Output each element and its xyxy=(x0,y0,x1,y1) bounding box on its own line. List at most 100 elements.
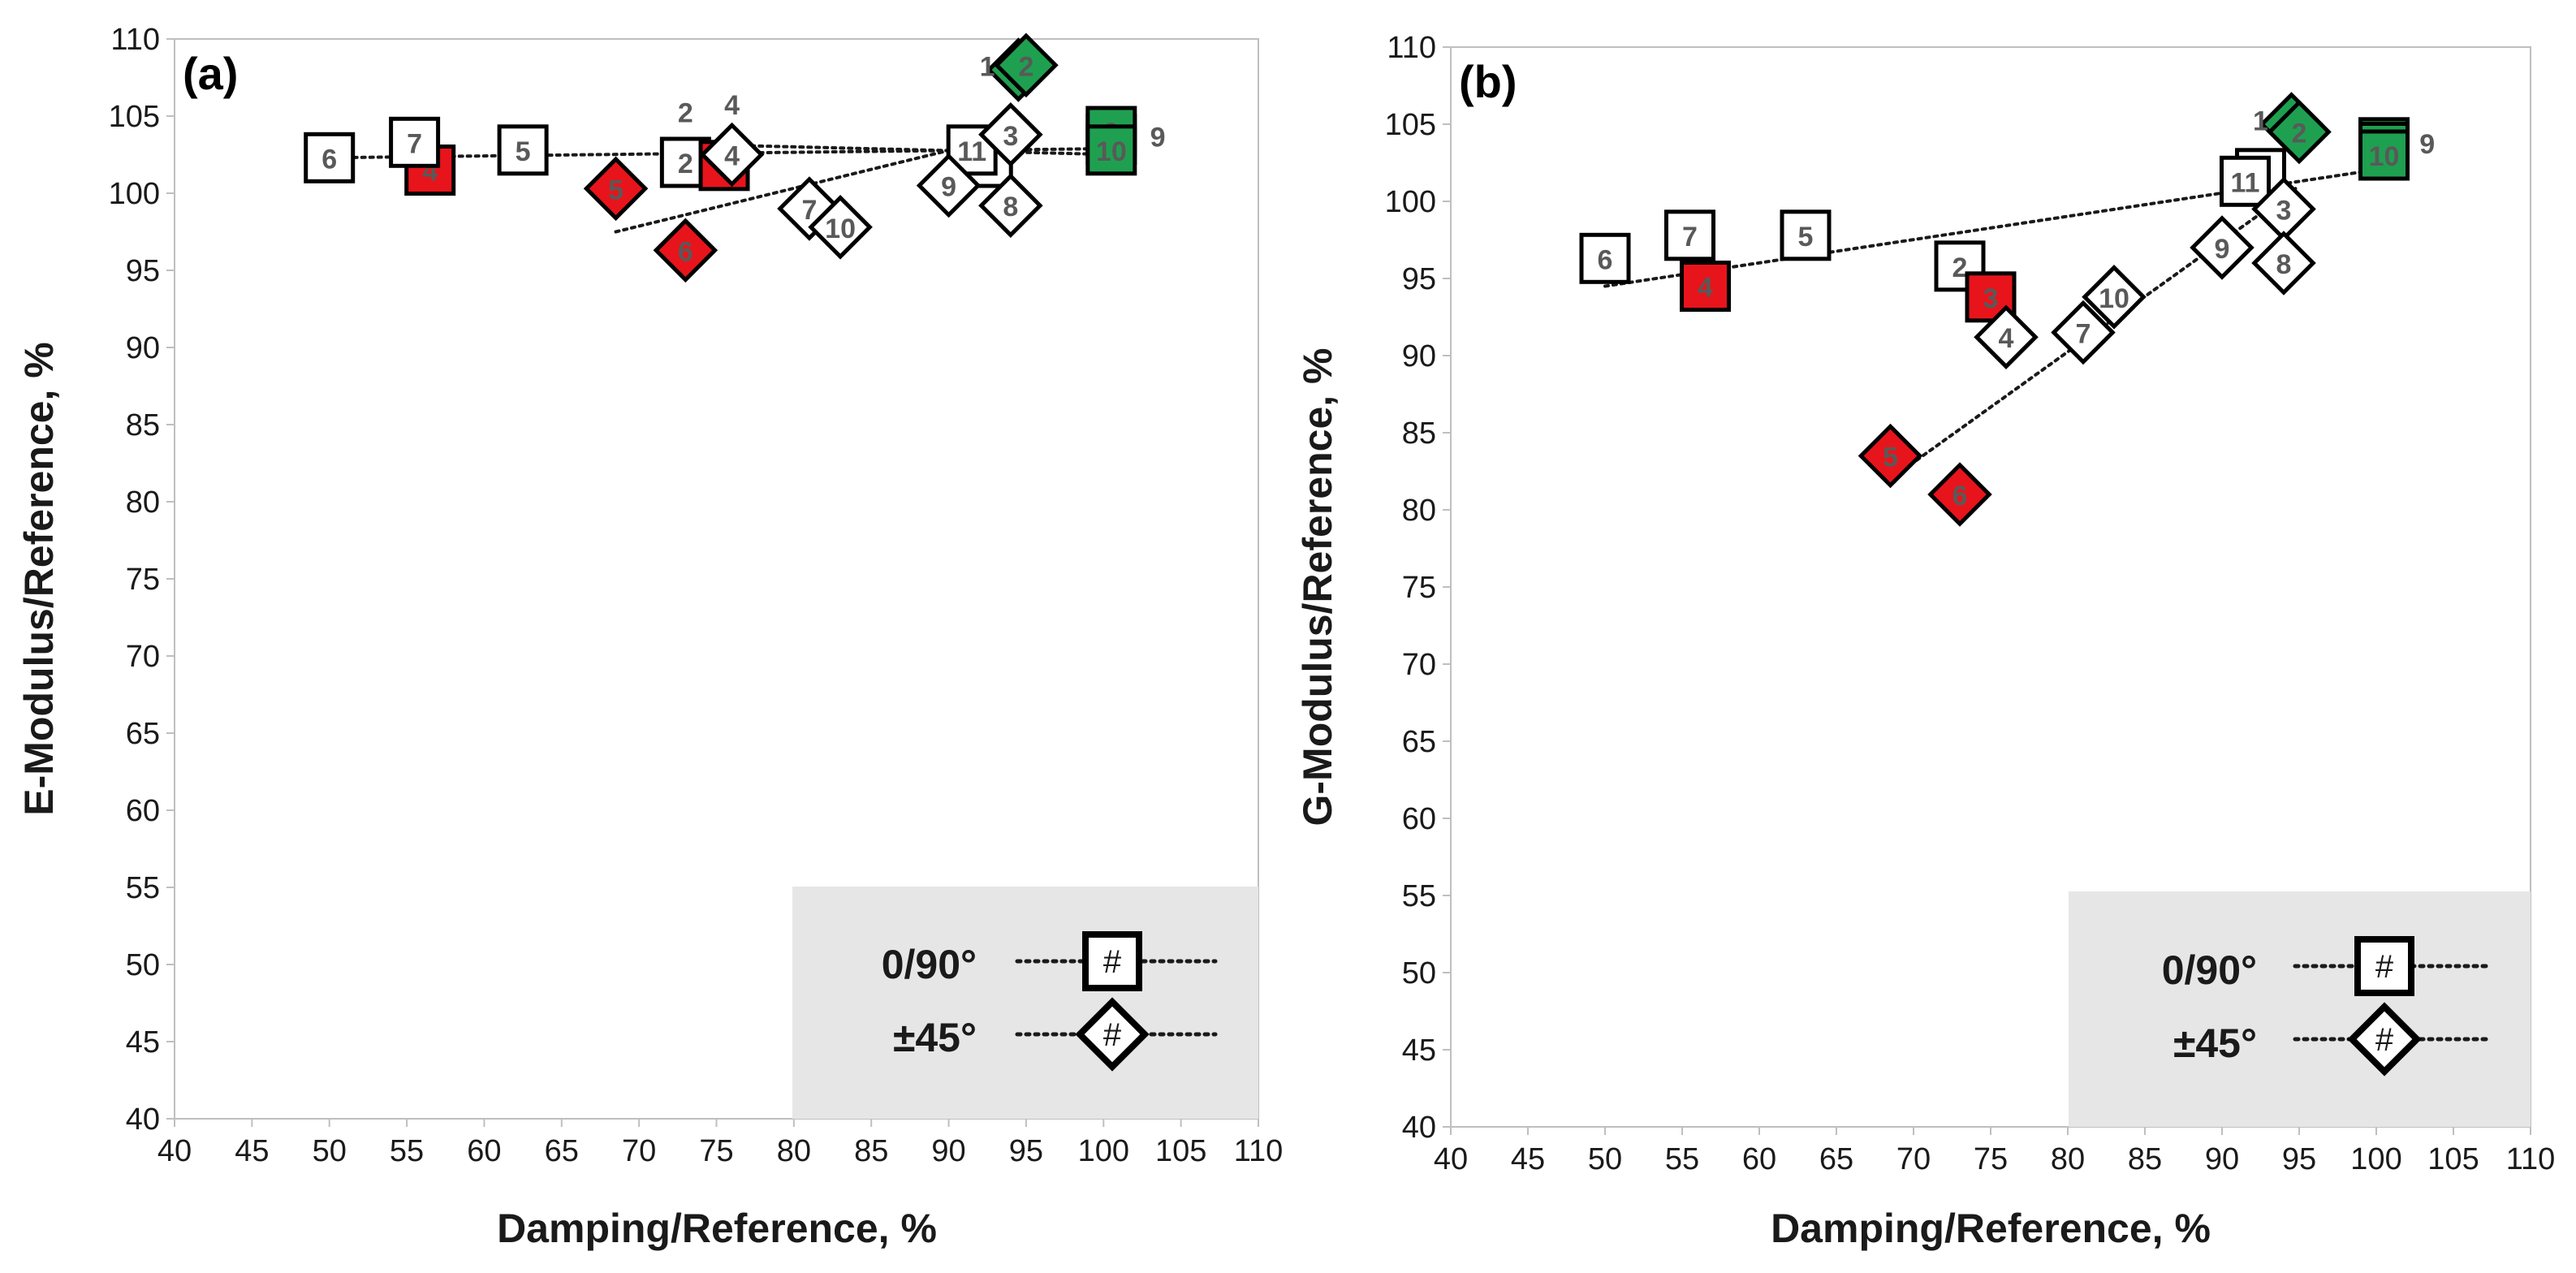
legend-box-b xyxy=(2069,891,2531,1127)
x-tick-label-a: 60 xyxy=(467,1134,501,1168)
y-tick-label-a: 80 xyxy=(126,485,160,520)
y-tick-label-a: 105 xyxy=(109,100,160,134)
y-tick-label-b: 95 xyxy=(1402,262,1436,296)
y-tick-label-a: 40 xyxy=(126,1103,160,1137)
panel-b: 40 45 50 55 60 65 70 75 80 85 90 95 100 105 110 404550… xyxy=(1295,31,2555,1251)
x-axis-title-a: Damping/Reference, % xyxy=(497,1206,937,1251)
point-label-b-7: 7 xyxy=(1682,222,1698,252)
y-tick-label-b: 60 xyxy=(1402,802,1436,836)
floating-label-a-1: 2 xyxy=(678,97,693,128)
y-tick-label-a: 55 xyxy=(126,871,160,905)
y-tick-label-b: 50 xyxy=(1402,956,1436,990)
x-tick-label-b: 65 xyxy=(1819,1142,1853,1176)
x-tick-label-b: 55 xyxy=(1665,1142,1699,1176)
x-tick-label-a: 80 xyxy=(777,1134,811,1168)
point-label-b-3: 3 xyxy=(2276,196,2292,227)
y-tick-label-a: 100 xyxy=(109,177,160,211)
y-tick-label-b: 70 xyxy=(1402,648,1436,682)
x-tick-label-a: 65 xyxy=(545,1134,579,1168)
y-tick-label-b: 110 xyxy=(1387,31,1436,65)
point-label-a-7: 7 xyxy=(407,128,422,159)
diamond-marker-a-10 xyxy=(808,195,873,260)
point-label-a-5: 5 xyxy=(516,136,531,167)
x-tick-label-a: 85 xyxy=(854,1134,888,1168)
legend-hash-square-b: # xyxy=(2375,949,2394,985)
y-tick-label-b: 65 xyxy=(1402,725,1436,759)
x-tick-label-b: 100 xyxy=(2350,1142,2401,1176)
legend-diamond-marker-a xyxy=(1075,997,1150,1072)
point-label-b-3: 3 xyxy=(1983,283,1999,314)
y-tick-label-b: 90 xyxy=(1402,339,1436,373)
legend-hash-diamond-b: # xyxy=(2375,1022,2394,1058)
floating-labels-b: 19 xyxy=(2253,106,2435,160)
diamond-marker-a-8 xyxy=(978,173,1043,238)
trendline-b-0 xyxy=(1603,166,2393,288)
x-tick-label-a: 100 xyxy=(1078,1134,1129,1168)
y-tick-label-b: 80 xyxy=(1402,494,1436,528)
point-label-a-5: 5 xyxy=(608,175,624,205)
point-label-b-4: 4 xyxy=(1999,323,2014,354)
legend-markers-a: ## xyxy=(1015,931,1218,1072)
square-marker-b-6 xyxy=(1579,232,1631,284)
y-tick-label-b: 105 xyxy=(1385,108,1436,142)
y-tick-label-a: 90 xyxy=(126,331,160,365)
y-tick-label-a: 50 xyxy=(126,948,160,982)
x-tick-label-a: 90 xyxy=(931,1134,965,1168)
x-axis-b: 40 45 50 55 60 65 70 75 80 85 90 95 100 105 110 xyxy=(1434,1127,2555,1176)
diamond-marker-a-6 xyxy=(653,218,718,283)
diamond-marker-b-8 xyxy=(2251,231,2316,296)
point-label-a-8: 8 xyxy=(1003,192,1018,222)
legend-square-marker-a xyxy=(1082,931,1142,991)
point-label-a-9: 9 xyxy=(941,172,956,203)
y-tick-label-a: 65 xyxy=(126,717,160,751)
x-tick-label-b: 60 xyxy=(1742,1142,1776,1176)
point-label-b-10: 10 xyxy=(2369,141,2400,172)
point-label-a-2: 2 xyxy=(678,149,693,179)
y-tick-label-a: 110 xyxy=(110,23,160,57)
x-tick-label-a: 110 xyxy=(1234,1134,1284,1168)
diamond-marker-a-9 xyxy=(916,153,982,218)
x-tick-label-a: 50 xyxy=(313,1134,347,1168)
square-marker-a-5 xyxy=(497,124,549,176)
legend-hash-square-a: # xyxy=(1103,944,1122,980)
floating-label-b-1: 9 xyxy=(2419,129,2435,160)
x-tick-label-b: 50 xyxy=(1588,1142,1622,1176)
x-tick-label-b: 110 xyxy=(2506,1142,2556,1176)
point-label-a-3: 3 xyxy=(1003,121,1018,152)
point-label-b-6: 6 xyxy=(1598,244,1613,275)
y-axis-title-b: G-Modulus/Reference, % xyxy=(1295,348,1340,826)
diamond-marker-b-7 xyxy=(2051,300,2116,365)
markers-b: 123456789101112345678910 xyxy=(1579,92,2410,527)
point-label-a-6: 6 xyxy=(678,236,693,267)
floating-label-b-0: 1 xyxy=(2253,106,2268,136)
y-tick-label-a: 95 xyxy=(126,254,160,288)
x-tick-label-b: 70 xyxy=(1896,1142,1931,1176)
x-tick-label-a: 70 xyxy=(622,1134,656,1168)
diamond-marker-b-5 xyxy=(1858,423,1923,489)
square-marker-a-10 xyxy=(1085,124,1137,176)
square-marker-a-7 xyxy=(389,116,441,168)
y-axis-a: 40 45 50 55 60 65 70 75 80 85 90 95 100 105 110 xyxy=(109,23,175,1137)
y-tick-label-b: 100 xyxy=(1385,185,1436,219)
point-label-b-11: 11 xyxy=(2231,167,2260,198)
legend-label-0-90-a: 0/90° xyxy=(882,942,977,987)
point-label-b-9: 9 xyxy=(2215,234,2230,265)
diamond-marker-a-4 xyxy=(699,122,765,188)
legend-box-a xyxy=(792,887,1258,1119)
y-tick-label-b: 85 xyxy=(1402,416,1436,451)
square-marker-b-11 xyxy=(2220,155,2271,207)
y-tick-label-a: 75 xyxy=(126,563,160,597)
x-tick-label-a: 55 xyxy=(390,1134,424,1168)
square-marker-b-5 xyxy=(1780,209,1832,261)
x-tick-label-b: 105 xyxy=(2427,1142,2479,1176)
legend-label-45-b: ±45° xyxy=(2173,1021,2257,1066)
floating-label-a-0: 1 xyxy=(980,51,995,82)
y-axis-title-a: E-Modulus/Reference, % xyxy=(16,342,62,815)
floating-label-a-2: 4 xyxy=(724,90,740,121)
panel-a: 40 45 50 55 60 65 70 75 80 85 90 95 100 105 110 404550… xyxy=(16,23,1283,1251)
diamond-marker-a-5 xyxy=(583,156,649,222)
point-label-a-10: 10 xyxy=(825,214,856,244)
point-label-a-10: 10 xyxy=(1096,136,1127,167)
floating-labels-a: 12 49 xyxy=(678,51,1166,153)
x-axis-title-b: Damping/Reference, % xyxy=(1771,1206,2211,1251)
